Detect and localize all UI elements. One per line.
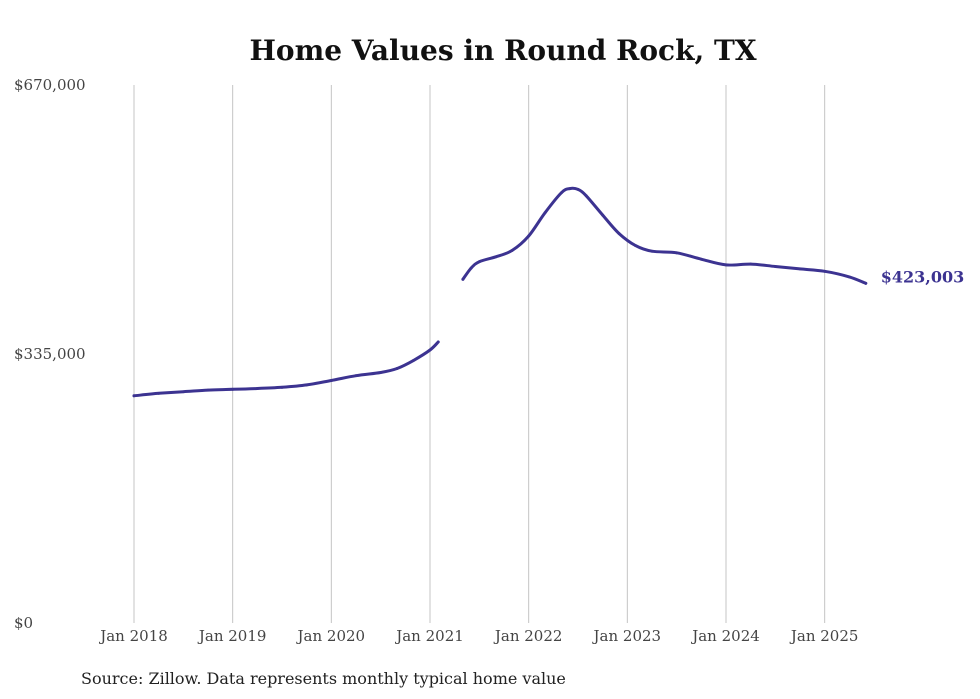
data-point: [206, 388, 210, 392]
y-tick-label: $670,000: [14, 76, 86, 94]
data-point: [477, 260, 481, 264]
data-point: [798, 267, 802, 271]
data-point: [543, 211, 547, 215]
data-point: [354, 374, 358, 378]
y-tick-label: $0: [14, 614, 33, 632]
data-point: [469, 266, 473, 270]
home-value-line-segment-1: [132, 340, 440, 398]
data-point: [576, 187, 580, 191]
data-point: [329, 379, 333, 382]
x-axis-ticks: Jan 2018 Jan 2019 Jan 2020 Jan 2021 Jan 2022…: [98, 627, 858, 645]
data-point: [749, 262, 753, 266]
data-point: [494, 255, 498, 259]
data-point: [675, 251, 679, 255]
series-home-value: [132, 186, 868, 398]
data-point: [510, 249, 514, 252]
x-tick-label: Jan 2022: [493, 627, 563, 645]
data-point: [395, 367, 399, 370]
data-point: [823, 269, 827, 273]
data-point: [634, 244, 637, 247]
data-point: [699, 257, 703, 261]
data-point: [436, 340, 440, 344]
x-tick-label: Jan 2019: [197, 627, 267, 645]
data-point: [864, 281, 868, 285]
data-point: [584, 194, 588, 198]
x-tick-label: Jan 2023: [592, 627, 662, 645]
data-point: [773, 265, 777, 268]
data-point: [255, 387, 259, 390]
data-point: [847, 275, 851, 279]
data-point: [305, 383, 309, 387]
data-point: [461, 277, 465, 281]
data-point: [428, 348, 432, 352]
data-point: [724, 263, 728, 267]
data-point: [568, 187, 572, 190]
x-tick-label: Jan 2020: [296, 627, 366, 645]
y-tick-label: $335,000: [14, 345, 86, 363]
data-point: [560, 191, 563, 195]
x-tick-label: Jan 2024: [690, 627, 760, 645]
data-point: [650, 249, 654, 253]
data-point: [379, 371, 383, 374]
chart-title: Home Values in Round Rock, TX: [249, 34, 756, 67]
data-point: [132, 394, 136, 398]
data-point: [280, 385, 284, 389]
latest-value-label: $423,003: [881, 267, 965, 286]
x-tick-label: Jan 2018: [98, 627, 168, 645]
data-point: [231, 387, 235, 391]
data-point: [617, 232, 621, 235]
x-tick-label: Jan 2025: [789, 627, 859, 645]
data-point: [412, 359, 415, 362]
home-value-line-segment-2: [461, 186, 868, 285]
data-point: [601, 213, 605, 217]
gridlines: [133, 85, 826, 623]
y-axis-ticks: $0 $335,000 $670,000: [14, 76, 86, 632]
data-point: [157, 391, 161, 395]
data-point: [181, 390, 185, 394]
data-point: [527, 234, 531, 238]
x-tick-label: Jan 2021: [394, 627, 464, 645]
source-note: Source: Zillow. Data represents monthly …: [81, 669, 566, 688]
